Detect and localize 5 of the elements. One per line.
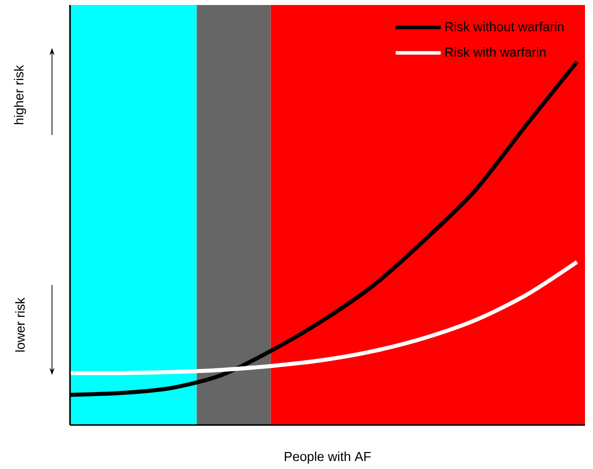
text: higher risk bbox=[14, 65, 26, 124]
legend-label: Risk without warfarin bbox=[445, 22, 564, 32]
x-axis-title: People with AF bbox=[284, 452, 371, 464]
legend-label: Risk with warfarin bbox=[445, 47, 546, 57]
text: lower risk bbox=[15, 298, 25, 352]
